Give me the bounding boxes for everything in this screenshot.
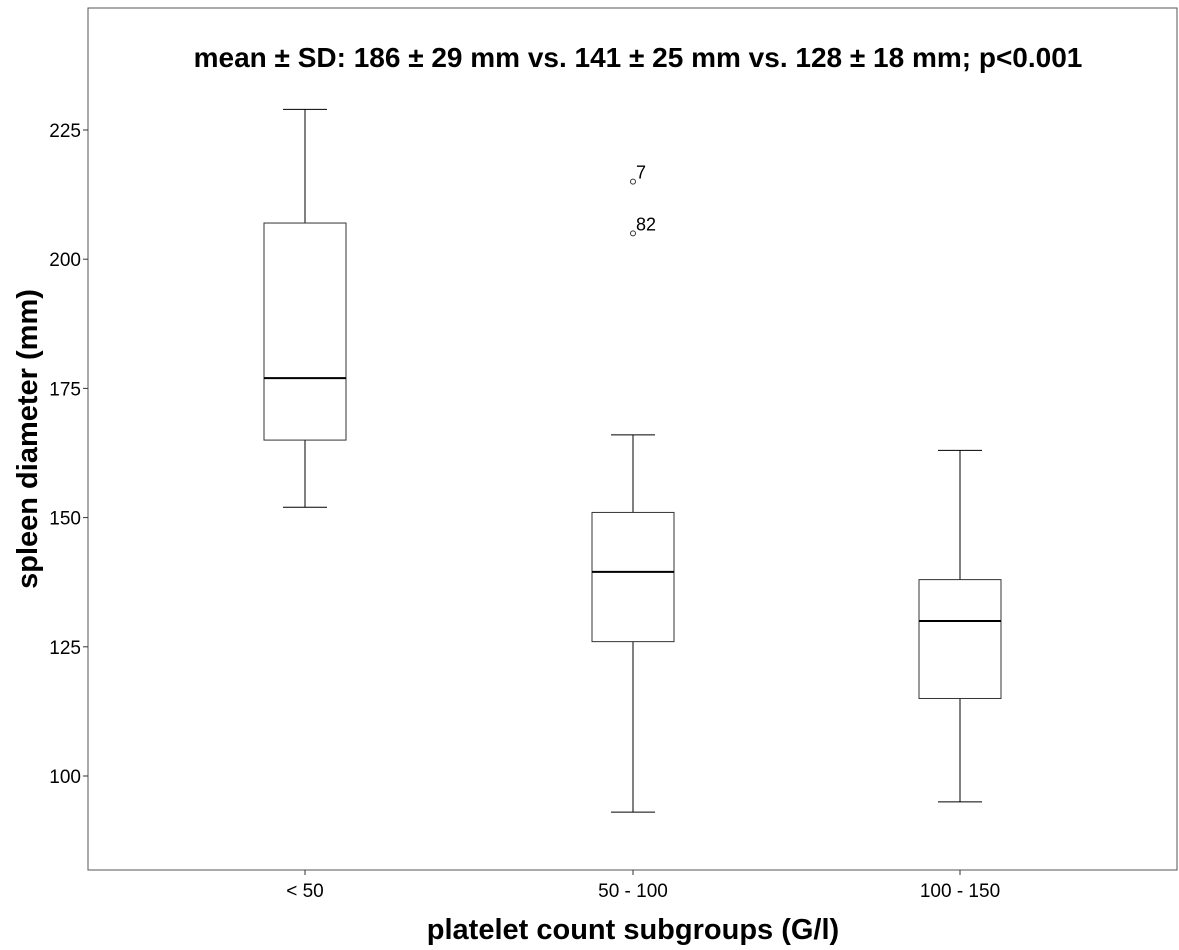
box-1: [591, 511, 675, 643]
x-tick-label-2: 100 - 150: [920, 881, 1000, 902]
x-axis-title: platelet count subgroups (G/l): [427, 914, 839, 945]
box-0: [263, 222, 347, 441]
box-2: [918, 579, 1002, 699]
y-axis: 100 125 150 175 200 225: [49, 121, 88, 788]
y-tick-label-100: 100: [49, 767, 81, 788]
outlier-label-1-1: 82: [636, 214, 656, 234]
x-axis: < 50 50 - 100 100 - 150: [286, 870, 1000, 902]
y-tick-label-125: 125: [49, 638, 81, 659]
boxes: 7 82: [263, 108, 1002, 813]
box-group-1: 7 82: [591, 163, 675, 813]
y-axis-title: spleen diameter (mm): [12, 289, 44, 589]
box-group-2: [918, 449, 1002, 803]
chart-annotation: mean ± SD: 186 ± 29 mm vs. 141 ± 25 mm v…: [194, 42, 1083, 73]
x-tick-label-1: 50 - 100: [598, 881, 668, 902]
y-tick-label-150: 150: [49, 509, 81, 530]
box-group-0: [263, 108, 347, 508]
y-tick-label-225: 225: [49, 121, 81, 142]
x-tick-label-0: < 50: [286, 881, 324, 902]
outlier-point-1-1: [630, 230, 636, 237]
y-tick-label-175: 175: [49, 379, 81, 400]
outlier-point-1-0: [630, 178, 636, 185]
outlier-label-1-0: 7: [636, 163, 646, 183]
y-tick-label-200: 200: [49, 250, 81, 271]
